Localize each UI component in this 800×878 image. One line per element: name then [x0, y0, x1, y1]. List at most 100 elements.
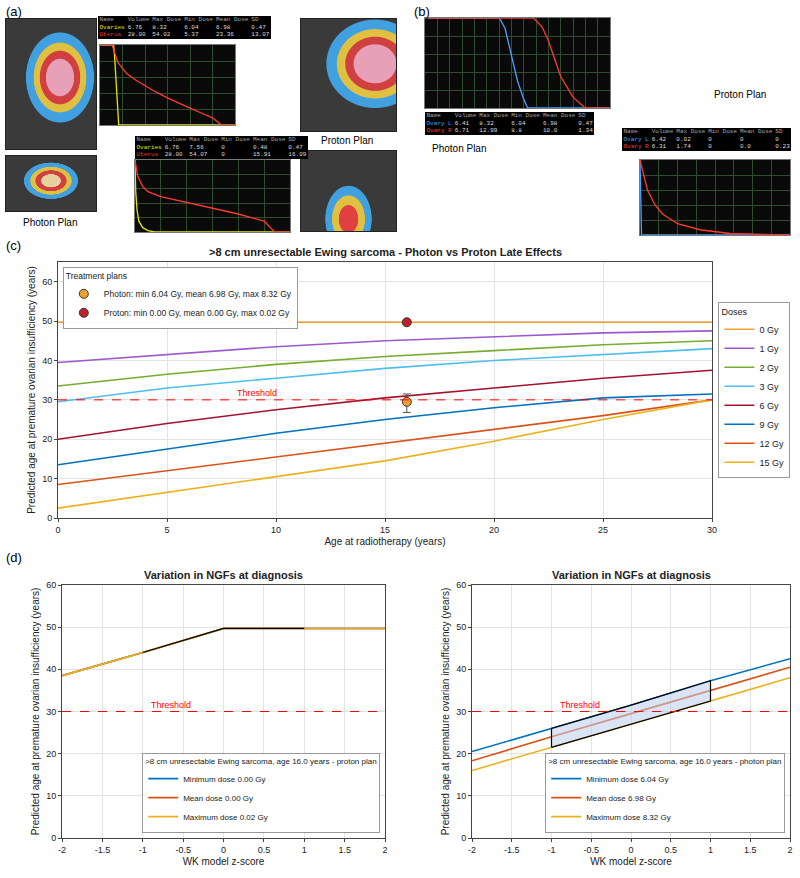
svg-text:(c): (c) [6, 238, 21, 253]
svg-text:Threshold: Threshold [151, 700, 191, 710]
html-text:0.48: 0.48 [253, 143, 268, 151]
svg-text:1.5: 1.5 [744, 845, 757, 855]
svg-text:25: 25 [598, 525, 608, 535]
svg-text:-1.5: -1.5 [95, 845, 111, 855]
svg-text:40: 40 [42, 356, 52, 366]
svg-text:>8 cm unresectable Ewing sarco: >8 cm unresectable Ewing sarcoma, age 16… [548, 757, 781, 766]
svg-text:15: 15 [380, 525, 390, 535]
svg-text:20: 20 [456, 749, 466, 759]
html-text:7.56: 7.56 [189, 143, 204, 151]
svg-text:50: 50 [46, 622, 56, 632]
svg-text:0: 0 [221, 845, 226, 855]
svg-text:(d): (d) [6, 550, 22, 565]
html-text:Ovary L 6.41: Ovary L 6.41 [426, 119, 470, 127]
svg-text:WK model z-score: WK model z-score [590, 856, 672, 867]
svg-text:WK model z-score: WK model z-score [183, 856, 265, 867]
svg-text:2: 2 [787, 845, 792, 855]
svg-text:1 Gy: 1 Gy [759, 344, 779, 354]
svg-text:Doses: Doses [721, 307, 747, 317]
svg-text:0: 0 [55, 525, 60, 535]
svg-text:(a): (a) [6, 4, 22, 19]
svg-text:9 Gy: 9 Gy [759, 420, 779, 430]
svg-text:10: 10 [271, 525, 281, 535]
svg-text:-2: -2 [58, 845, 66, 855]
svg-text:20: 20 [42, 434, 52, 444]
svg-text:30: 30 [456, 707, 466, 717]
svg-text:0: 0 [47, 513, 52, 523]
svg-text:10: 10 [46, 791, 56, 801]
svg-text:(b): (b) [414, 4, 430, 19]
svg-text:10: 10 [456, 791, 466, 801]
svg-text:2 Gy: 2 Gy [759, 363, 779, 373]
svg-text:Predicted age at premature ova: Predicted age at premature ovarian insuf… [26, 266, 37, 514]
svg-text:0.5: 0.5 [664, 845, 677, 855]
svg-text:60: 60 [456, 580, 466, 590]
svg-text:-2: -2 [468, 845, 476, 855]
svg-text:50: 50 [42, 316, 52, 326]
svg-text:0: 0 [628, 845, 633, 855]
svg-text:Variation in NGFs at diagnosis: Variation in NGFs at diagnosis [144, 569, 303, 581]
svg-text:>8 cm unresectable Ewing sarco: >8 cm unresectable Ewing sarcoma - Photo… [209, 246, 562, 258]
svg-text:Maximum dose 8.32 Gy: Maximum dose 8.32 Gy [586, 813, 670, 822]
svg-text:0: 0 [461, 833, 466, 843]
svg-text:40: 40 [46, 664, 56, 674]
html-text:0.47: 0.47 [578, 119, 593, 127]
html-text:6.04: 6.04 [511, 119, 526, 127]
svg-text:50: 50 [456, 622, 466, 632]
html-text:6.04: 6.04 [184, 23, 199, 31]
svg-text:-0.5: -0.5 [583, 845, 599, 855]
svg-text:Predicted age at premature ova: Predicted age at premature ovarian insuf… [440, 588, 451, 836]
svg-text:Proton: min 0.00 Gy, mean 0.00: Proton: min 0.00 Gy, mean 0.00 Gy, max 0… [104, 308, 290, 318]
svg-text:0.5: 0.5 [258, 845, 271, 855]
svg-text:Predicted age at premature ova: Predicted age at premature ovarian insuf… [30, 588, 41, 836]
svg-text:-1: -1 [139, 845, 147, 855]
svg-text:10: 10 [42, 474, 52, 484]
svg-text:Age at radiotherapy (years): Age at radiotherapy (years) [324, 536, 445, 547]
svg-text:30: 30 [46, 707, 56, 717]
svg-text:Threshold: Threshold [237, 388, 277, 398]
svg-text:1.5: 1.5 [338, 845, 351, 855]
svg-text:20: 20 [489, 525, 499, 535]
svg-text:Variation in NGFs at diagnosis: Variation in NGFs at diagnosis [552, 569, 711, 581]
svg-text:15 Gy: 15 Gy [759, 458, 784, 468]
svg-text:-0.5: -0.5 [175, 845, 191, 855]
svg-text:Photon Plan: Photon Plan [432, 143, 487, 154]
svg-text:6 Gy: 6 Gy [759, 401, 779, 411]
svg-text:0: 0 [51, 833, 56, 843]
html-text:0.47: 0.47 [288, 143, 303, 151]
svg-text:Threshold: Threshold [560, 700, 600, 710]
html-text:Ovaries 6.76: Ovaries 6.76 [99, 23, 143, 31]
svg-text:60: 60 [46, 580, 56, 590]
svg-text:40: 40 [456, 664, 466, 674]
svg-text:12 Gy: 12 Gy [759, 439, 784, 449]
svg-text:Proton Plan: Proton Plan [714, 89, 766, 100]
html-text:8.32: 8.32 [479, 119, 494, 127]
html-text:6.98: 6.98 [543, 119, 558, 127]
svg-text:Photon: min 6.04 Gy, mean 6.98: Photon: min 6.04 Gy, mean 6.98 Gy, max 8… [104, 289, 292, 299]
svg-text:Proton Plan: Proton Plan [321, 135, 373, 146]
svg-text:>8 cm unresectable Ewing sarco: >8 cm unresectable Ewing sarcoma, age 16… [145, 757, 376, 766]
svg-text:30: 30 [42, 395, 52, 405]
svg-text:3 Gy: 3 Gy [759, 382, 779, 392]
svg-text:60: 60 [42, 277, 52, 287]
html-text:8.32: 8.32 [152, 23, 167, 31]
html-text:0.47: 0.47 [251, 23, 266, 31]
svg-text:Mean dose 6.98 Gy: Mean dose 6.98 Gy [586, 794, 656, 803]
svg-text:20: 20 [46, 749, 56, 759]
svg-text:2: 2 [382, 845, 387, 855]
svg-text:Photon Plan: Photon Plan [23, 217, 78, 228]
svg-text:30: 30 [707, 525, 717, 535]
svg-text:Minimum dose 6.04 Gy: Minimum dose 6.04 Gy [586, 775, 668, 784]
svg-text:Minimum dose 0.00 Gy: Minimum dose 0.00 Gy [183, 775, 265, 784]
html-text:Ovaries 6.76: Ovaries 6.76 [136, 143, 180, 151]
svg-text:0 Gy: 0 Gy [759, 325, 779, 335]
svg-text:1: 1 [708, 845, 713, 855]
svg-text:1: 1 [302, 845, 307, 855]
svg-text:-1: -1 [547, 845, 555, 855]
svg-text:Treatment plans: Treatment plans [66, 271, 127, 281]
html-text:6.98: 6.98 [216, 23, 231, 31]
svg-text:Maximum dose 0.02 Gy: Maximum dose 0.02 Gy [183, 813, 267, 822]
svg-text:-1.5: -1.5 [504, 845, 520, 855]
svg-text:5: 5 [164, 525, 169, 535]
svg-text:Mean dose 0.00 Gy: Mean dose 0.00 Gy [183, 794, 253, 803]
